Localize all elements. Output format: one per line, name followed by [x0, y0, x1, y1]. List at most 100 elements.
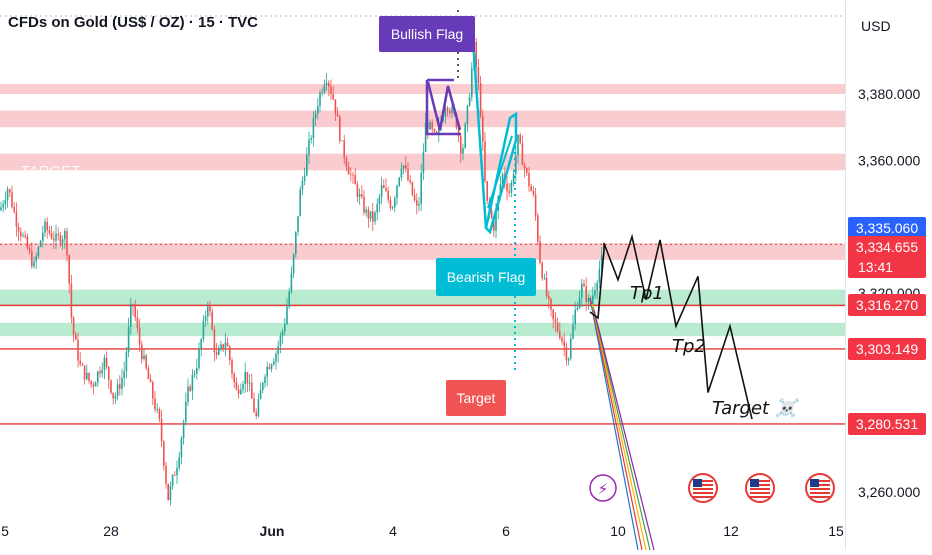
candle-body-208: [457, 127, 460, 137]
candle-body-79: [174, 475, 176, 476]
candle-body-243: [534, 194, 537, 216]
candle-body-221: [486, 181, 488, 201]
price-badge-value-1: 3,334.655: [856, 239, 918, 255]
candle-body-26: [57, 233, 59, 236]
candle-body-128: [281, 331, 284, 336]
candle-body-150: [330, 86, 332, 95]
candle-body-186: [409, 180, 411, 183]
candle-body-49: [108, 366, 110, 381]
candle-body-251: [552, 309, 554, 320]
candle-body-16: [35, 256, 37, 262]
candle-body-39: [86, 372, 88, 380]
tp2-label: Tp2: [672, 336, 706, 357]
price-badge-bg-2: [848, 294, 926, 316]
candle-body-99: [218, 348, 220, 355]
candle-body-76: [167, 483, 169, 501]
candle-body-245: [539, 241, 541, 264]
candle-body-95: [209, 305, 211, 312]
candle-body-45: [99, 371, 101, 374]
candle-body-265: [583, 283, 585, 287]
candle-body-216: [475, 41, 477, 67]
candle-body-63: [138, 327, 141, 345]
candle-body-12: [26, 236, 29, 249]
candle-body-13: [28, 248, 31, 252]
price-axis-separator: [845, 0, 846, 550]
candle-body-93: [204, 316, 207, 321]
candle-body-82: [180, 438, 183, 458]
flag-stripe-2-3: [810, 492, 830, 494]
candle-body-116: [255, 412, 257, 417]
candle-body-106: [233, 373, 235, 383]
candle-body-261: [574, 309, 576, 325]
price-badge-2: 3,316.270: [848, 294, 926, 316]
bullish-flag-zigzag: [426, 81, 462, 131]
candle-body-143: [314, 113, 317, 119]
candle-body-237: [521, 143, 524, 166]
candle-body-125: [275, 353, 277, 362]
candle-body-225: [495, 210, 497, 231]
candle-body-94: [207, 305, 209, 317]
candle-body-41: [90, 380, 92, 385]
candle-body-205: [451, 107, 453, 114]
candle-body-176: [387, 191, 389, 200]
candle-body-223: [490, 210, 493, 218]
flag-canton-1: [750, 479, 759, 487]
candle-body-266: [585, 286, 587, 303]
candle-body-120: [264, 376, 266, 383]
candle-body-123: [270, 364, 273, 370]
candle-body-254: [559, 330, 561, 338]
price-badge-bg-4: [848, 413, 926, 435]
target-box-text: Target: [457, 390, 496, 406]
candle-body-231: [508, 191, 510, 193]
flag-stripe-0-0: [693, 480, 713, 482]
candle-body-148: [325, 82, 328, 85]
candle-body-204: [449, 110, 451, 114]
candle-body-6: [13, 206, 15, 212]
candle-body-158: [347, 166, 350, 175]
candle-body-273: [600, 255, 603, 269]
candle-body-260: [572, 324, 574, 339]
candle-body-19: [42, 232, 44, 241]
candle-body-270: [594, 290, 596, 296]
candle-body-37: [81, 364, 84, 366]
candle-body-227: [499, 184, 502, 197]
candle-body-249: [548, 295, 550, 299]
candle-body-218: [479, 82, 482, 116]
candle-body-77: [169, 485, 172, 501]
candle-body-190: [418, 203, 420, 206]
flag-stripe-2-4: [810, 496, 830, 498]
candle-body-22: [48, 230, 51, 234]
candle-body-219: [482, 115, 484, 142]
candle-body-20: [44, 221, 46, 233]
candle-body-144: [317, 106, 319, 114]
candle-body-127: [279, 335, 282, 346]
candle-body-160: [352, 174, 354, 176]
projection-ray-4: [593, 309, 655, 551]
price-badge-bg-0: [848, 217, 926, 239]
candle-body-44: [97, 371, 99, 383]
candle-body-153: [336, 113, 339, 117]
candle-body-210: [462, 147, 464, 154]
candle-body-113: [248, 382, 251, 384]
candle-body-75: [165, 465, 167, 484]
candle-body-157: [345, 157, 348, 167]
price-badge-1: 3,334.655 13:41: [848, 236, 926, 278]
candle-body-52: [114, 396, 117, 399]
y-tick-0: 3,380.000: [858, 86, 920, 102]
candle-body-102: [224, 342, 227, 349]
candle-body-83: [182, 421, 185, 439]
candle-body-89: [196, 367, 198, 374]
candle-body-2: [4, 200, 7, 205]
candle-body-156: [343, 140, 345, 158]
candle-body-59: [130, 304, 132, 327]
candle-body-184: [405, 165, 407, 169]
candle-body-48: [105, 357, 108, 367]
candle-body-43: [94, 382, 97, 387]
lightning-icon: [589, 474, 617, 502]
target-zone-label: TARGET: [20, 163, 82, 180]
candle-body-24: [53, 238, 55, 241]
bullish-flag-box-bg: [379, 16, 475, 52]
candle-body-269: [592, 295, 594, 305]
